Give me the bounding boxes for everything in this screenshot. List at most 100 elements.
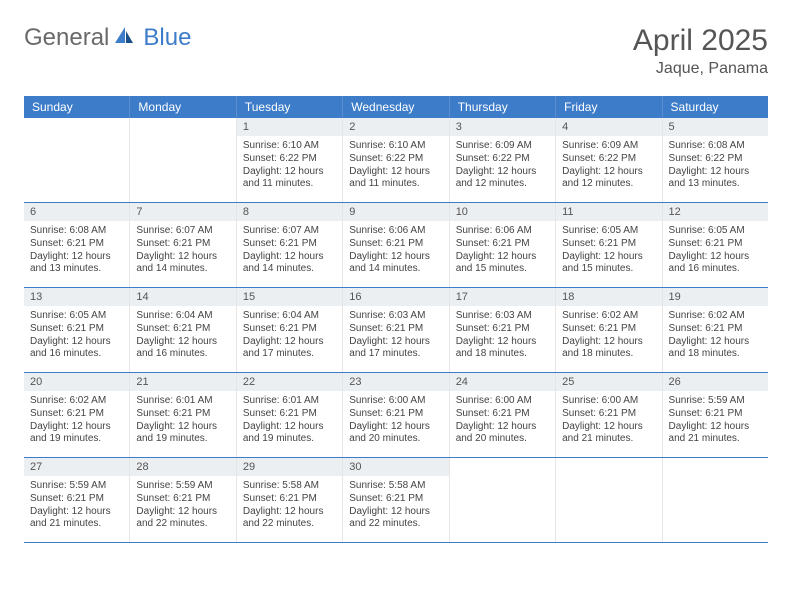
day-number: 11: [556, 203, 661, 221]
daylight-text: Daylight: 12 hours and 19 minutes.: [136, 421, 229, 447]
day-cell: 9Sunrise: 6:06 AMSunset: 6:21 PMDaylight…: [343, 203, 449, 287]
title-block: April 2025 Jaque, Panama: [633, 24, 768, 78]
day-cell: 28Sunrise: 5:59 AMSunset: 6:21 PMDayligh…: [130, 458, 236, 542]
day-number: 18: [556, 288, 661, 306]
day-cell: 23Sunrise: 6:00 AMSunset: 6:21 PMDayligh…: [343, 373, 449, 457]
week-row: 13Sunrise: 6:05 AMSunset: 6:21 PMDayligh…: [24, 288, 768, 373]
day-cell: 14Sunrise: 6:04 AMSunset: 6:21 PMDayligh…: [130, 288, 236, 372]
daylight-text: Daylight: 12 hours and 21 minutes.: [30, 506, 123, 532]
daylight-text: Daylight: 12 hours and 14 minutes.: [349, 251, 442, 277]
sunrise-text: Sunrise: 6:02 AM: [669, 310, 762, 323]
day-cell: 8Sunrise: 6:07 AMSunset: 6:21 PMDaylight…: [237, 203, 343, 287]
day-body: Sunrise: 6:07 AMSunset: 6:21 PMDaylight:…: [237, 221, 342, 282]
day-body: Sunrise: 6:04 AMSunset: 6:21 PMDaylight:…: [130, 306, 235, 367]
day-number: 14: [130, 288, 235, 306]
day-body: Sunrise: 6:01 AMSunset: 6:21 PMDaylight:…: [237, 391, 342, 452]
day-body: Sunrise: 6:02 AMSunset: 6:21 PMDaylight:…: [24, 391, 129, 452]
day-number: 19: [663, 288, 768, 306]
daylight-text: Daylight: 12 hours and 22 minutes.: [349, 506, 442, 532]
day-body: Sunrise: 5:59 AMSunset: 6:21 PMDaylight:…: [24, 476, 129, 537]
logo-text-blue: Blue: [143, 24, 191, 52]
sunset-text: Sunset: 6:21 PM: [349, 408, 442, 421]
daylight-text: Daylight: 12 hours and 12 minutes.: [562, 166, 655, 192]
daylight-text: Daylight: 12 hours and 21 minutes.: [562, 421, 655, 447]
daylight-text: Daylight: 12 hours and 22 minutes.: [243, 506, 336, 532]
sunset-text: Sunset: 6:22 PM: [669, 153, 762, 166]
day-body: Sunrise: 6:04 AMSunset: 6:21 PMDaylight:…: [237, 306, 342, 367]
daylight-text: Daylight: 12 hours and 16 minutes.: [669, 251, 762, 277]
day-body: Sunrise: 6:09 AMSunset: 6:22 PMDaylight:…: [556, 136, 661, 197]
sunset-text: Sunset: 6:21 PM: [562, 238, 655, 251]
sunrise-text: Sunrise: 6:08 AM: [669, 140, 762, 153]
day-number: 28: [130, 458, 235, 476]
sunrise-text: Sunrise: 6:03 AM: [456, 310, 549, 323]
daylight-text: Daylight: 12 hours and 14 minutes.: [136, 251, 229, 277]
day-body: Sunrise: 6:10 AMSunset: 6:22 PMDaylight:…: [237, 136, 342, 197]
day-cell: 15Sunrise: 6:04 AMSunset: 6:21 PMDayligh…: [237, 288, 343, 372]
day-number: 3: [450, 118, 555, 136]
sunset-text: Sunset: 6:22 PM: [243, 153, 336, 166]
day-body: Sunrise: 6:00 AMSunset: 6:21 PMDaylight:…: [450, 391, 555, 452]
sunset-text: Sunset: 6:21 PM: [562, 323, 655, 336]
day-cell: 27Sunrise: 5:59 AMSunset: 6:21 PMDayligh…: [24, 458, 130, 542]
day-number: 4: [556, 118, 661, 136]
logo-sail-icon: [113, 24, 135, 52]
day-body: Sunrise: 6:09 AMSunset: 6:22 PMDaylight:…: [450, 136, 555, 197]
sunset-text: Sunset: 6:22 PM: [349, 153, 442, 166]
day-number: 6: [24, 203, 129, 221]
sunset-text: Sunset: 6:21 PM: [136, 323, 229, 336]
day-cell: 29Sunrise: 5:58 AMSunset: 6:21 PMDayligh…: [237, 458, 343, 542]
day-body: Sunrise: 6:03 AMSunset: 6:21 PMDaylight:…: [343, 306, 448, 367]
day-body: Sunrise: 5:59 AMSunset: 6:21 PMDaylight:…: [130, 476, 235, 537]
sunset-text: Sunset: 6:21 PM: [349, 323, 442, 336]
daylight-text: Daylight: 12 hours and 16 minutes.: [30, 336, 123, 362]
daylight-text: Daylight: 12 hours and 20 minutes.: [456, 421, 549, 447]
day-number: 24: [450, 373, 555, 391]
sunrise-text: Sunrise: 5:59 AM: [30, 480, 123, 493]
weekday-header-row: SundayMondayTuesdayWednesdayThursdayFrid…: [24, 96, 768, 118]
day-number: 27: [24, 458, 129, 476]
day-number: 16: [343, 288, 448, 306]
sunrise-text: Sunrise: 6:05 AM: [562, 225, 655, 238]
day-number: 9: [343, 203, 448, 221]
sunset-text: Sunset: 6:21 PM: [349, 238, 442, 251]
day-cell: 26Sunrise: 5:59 AMSunset: 6:21 PMDayligh…: [663, 373, 768, 457]
header: General Blue April 2025 Jaque, Panama: [24, 24, 768, 78]
day-body: Sunrise: 6:08 AMSunset: 6:21 PMDaylight:…: [24, 221, 129, 282]
day-cell: 10Sunrise: 6:06 AMSunset: 6:21 PMDayligh…: [450, 203, 556, 287]
sunset-text: Sunset: 6:21 PM: [30, 323, 123, 336]
sunrise-text: Sunrise: 6:05 AM: [30, 310, 123, 323]
weekday-header-cell: Tuesday: [237, 96, 343, 118]
day-number: 1: [237, 118, 342, 136]
weeks-container: 1Sunrise: 6:10 AMSunset: 6:22 PMDaylight…: [24, 118, 768, 543]
sunrise-text: Sunrise: 6:02 AM: [30, 395, 123, 408]
sunrise-text: Sunrise: 6:00 AM: [562, 395, 655, 408]
day-cell: [663, 458, 768, 542]
day-number: 23: [343, 373, 448, 391]
sunrise-text: Sunrise: 6:09 AM: [562, 140, 655, 153]
day-body: Sunrise: 6:02 AMSunset: 6:21 PMDaylight:…: [663, 306, 768, 367]
daylight-text: Daylight: 12 hours and 17 minutes.: [349, 336, 442, 362]
daylight-text: Daylight: 12 hours and 19 minutes.: [30, 421, 123, 447]
day-number: 22: [237, 373, 342, 391]
sunset-text: Sunset: 6:21 PM: [30, 408, 123, 421]
sunset-text: Sunset: 6:21 PM: [669, 238, 762, 251]
sunrise-text: Sunrise: 6:08 AM: [30, 225, 123, 238]
day-number: 2: [343, 118, 448, 136]
sunrise-text: Sunrise: 5:58 AM: [349, 480, 442, 493]
day-cell: 6Sunrise: 6:08 AMSunset: 6:21 PMDaylight…: [24, 203, 130, 287]
daylight-text: Daylight: 12 hours and 18 minutes.: [562, 336, 655, 362]
sunrise-text: Sunrise: 6:01 AM: [136, 395, 229, 408]
day-body: Sunrise: 6:05 AMSunset: 6:21 PMDaylight:…: [24, 306, 129, 367]
daylight-text: Daylight: 12 hours and 15 minutes.: [562, 251, 655, 277]
week-row: 1Sunrise: 6:10 AMSunset: 6:22 PMDaylight…: [24, 118, 768, 203]
day-cell: [130, 118, 236, 202]
day-body: Sunrise: 6:00 AMSunset: 6:21 PMDaylight:…: [343, 391, 448, 452]
day-cell: 21Sunrise: 6:01 AMSunset: 6:21 PMDayligh…: [130, 373, 236, 457]
sunset-text: Sunset: 6:21 PM: [30, 238, 123, 251]
day-number: 5: [663, 118, 768, 136]
logo: General Blue: [24, 24, 191, 52]
daylight-text: Daylight: 12 hours and 19 minutes.: [243, 421, 336, 447]
daylight-text: Daylight: 12 hours and 18 minutes.: [456, 336, 549, 362]
day-body: Sunrise: 6:00 AMSunset: 6:21 PMDaylight:…: [556, 391, 661, 452]
